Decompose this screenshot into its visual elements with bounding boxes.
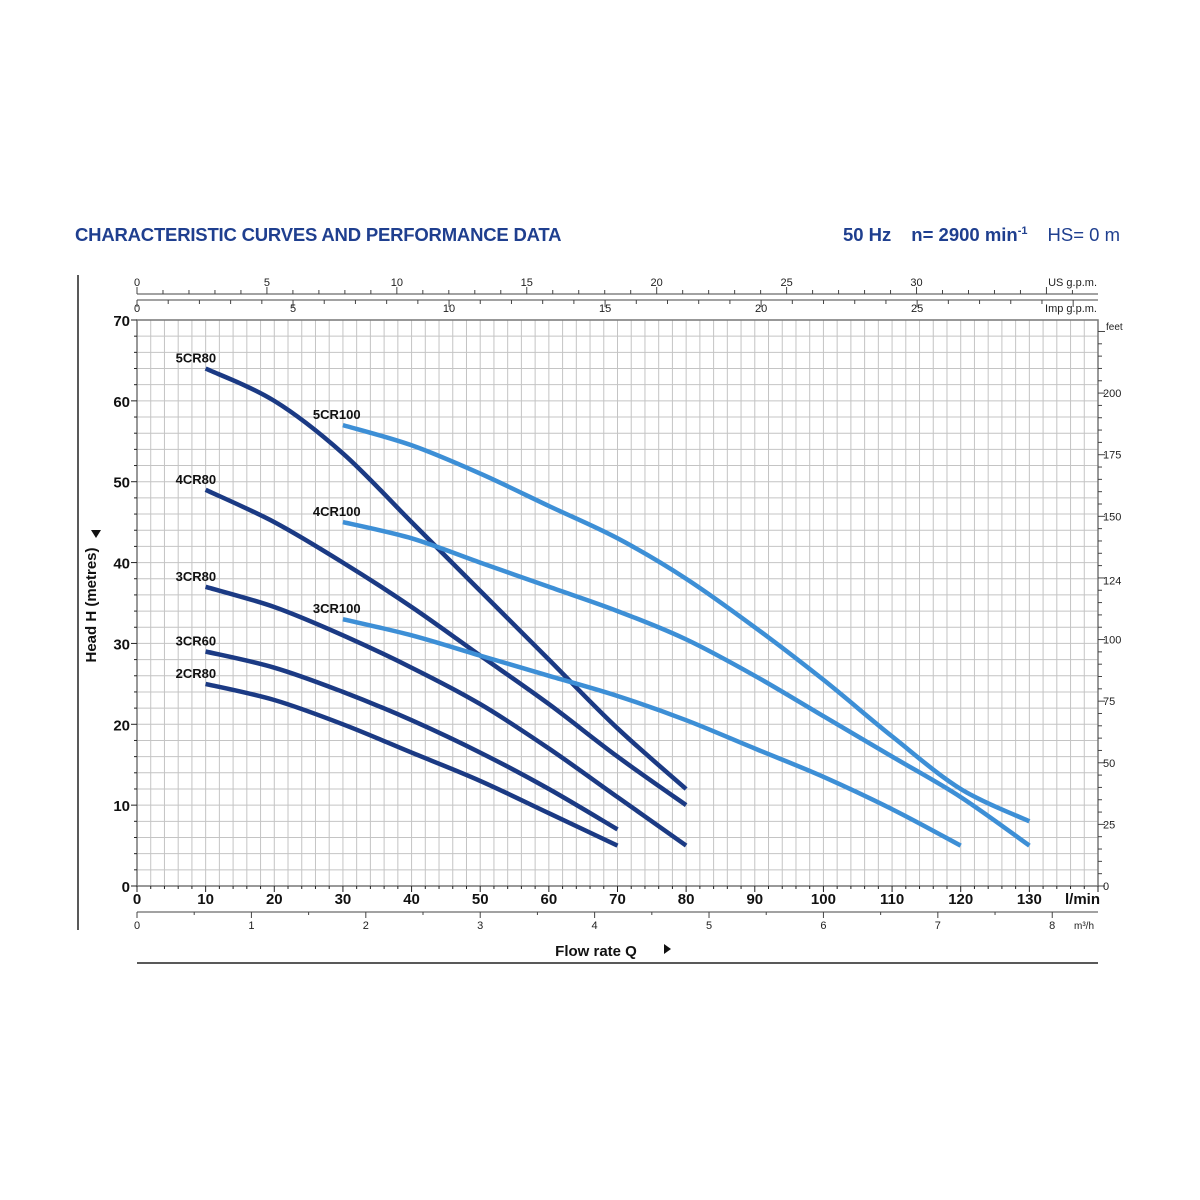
feet-tick-label: 200: [1103, 388, 1121, 400]
curve-4cr100: [342, 519, 1031, 848]
imp-gpm-tick-label: 10: [443, 303, 455, 315]
curve-5cr80: [204, 366, 688, 791]
x-tick-label: 120: [948, 891, 973, 908]
curve-4cr80: [204, 487, 688, 807]
operating-specs: 50 Hz n= 2900 min-1 HS= 0 m: [843, 224, 1120, 246]
feet-tick-label: 75: [1103, 696, 1115, 708]
y-tick-label: 10: [113, 798, 130, 815]
m3h-tick-label: 6: [820, 920, 826, 932]
x-tick-label: 130: [1017, 891, 1042, 908]
feet-tick-label: 124: [1103, 575, 1121, 587]
curve-label-5cr80: 5CR80: [176, 351, 216, 366]
us-gpm-tick-label: 10: [391, 277, 403, 289]
curve-label-4cr80: 4CR80: [176, 472, 216, 487]
us-gpm-tick-label: 15: [521, 277, 533, 289]
y-tick-label: 30: [113, 636, 130, 653]
x-tick-label: 100: [811, 891, 836, 908]
chart-title: CHARACTERISTIC CURVES AND PERFORMANCE DA…: [75, 224, 562, 245]
y-axis-title: Head H (metres): [83, 547, 100, 662]
y-tick-label: 20: [113, 717, 130, 734]
feet-unit-label: feet: [1106, 322, 1123, 333]
m3h-tick-label: 8: [1049, 920, 1055, 932]
curve-5cr100: [342, 422, 1031, 824]
m3h-tick-label: 2: [363, 920, 369, 932]
series-labels-group: 5CR80 4CR80 3CR80 3CR60 2CR80 5CR100 4CR100 3CR…: [176, 351, 361, 681]
feet-tick-label: 25: [1103, 819, 1115, 831]
chart-header: CHARACTERISTIC CURVES AND PERFORMANCE DA…: [75, 224, 1120, 254]
curve-label-4cr100: 4CR100: [313, 504, 361, 519]
x-tick-label: 110: [880, 891, 904, 908]
x-tick-label: 60: [541, 891, 558, 908]
feet-tick-label: 175: [1103, 450, 1121, 462]
y-axis-arrow-icon: [91, 530, 101, 538]
y-tick-label: 40: [113, 556, 130, 573]
speed-exponent: -1: [1017, 224, 1028, 237]
m3h-unit-label: m³/h: [1074, 921, 1094, 932]
curve-3cr60: [205, 649, 619, 832]
m3h-tick-label: 4: [592, 920, 598, 932]
curve-label-2cr80: 2CR80: [176, 666, 216, 681]
suction-head-label: HS= 0 m: [1047, 224, 1120, 245]
x-axis-arrow-icon: [664, 944, 671, 954]
x-tick-label: 70: [609, 891, 626, 908]
m3h-tick-label: 5: [706, 920, 712, 932]
curve-3cr100: [342, 617, 962, 848]
curve-label-5cr100: 5CR100: [313, 407, 361, 422]
x-tick-label: 90: [746, 891, 763, 908]
x-tick-label: 30: [335, 891, 352, 908]
x-tick-label: 0: [133, 891, 141, 908]
us-gpm-unit-label: US g.p.m.: [1048, 277, 1097, 289]
feet-tick-label: 50: [1103, 758, 1115, 770]
feet-tick-label: 0: [1103, 881, 1109, 893]
curve-3cr80: [204, 584, 688, 848]
series-group: [204, 366, 1031, 848]
imp-gpm-tick-label: 25: [911, 303, 923, 315]
y-tick-label: 0: [122, 879, 130, 896]
us-gpm-tick-label: 0: [134, 277, 140, 289]
curve-2cr80: [205, 681, 619, 848]
x-tick-label: 80: [678, 891, 695, 908]
y-tick-label: 60: [113, 394, 130, 411]
m3h-tick-label: 3: [477, 920, 483, 932]
feet-tick-label: 150: [1103, 511, 1121, 523]
x-tick-label: 20: [266, 891, 283, 908]
m3h-tick-label: 7: [935, 920, 941, 932]
imp-gpm-tick-label: 15: [599, 303, 611, 315]
x-axis-title: Flow rate Q: [555, 943, 637, 960]
imp-gpm-tick-label: 5: [290, 303, 296, 315]
x-unit-label: l/min: [1065, 891, 1100, 908]
us-gpm-tick-label: 30: [910, 277, 922, 289]
y-tick-label: 50: [113, 475, 130, 492]
m3h-tick-label: 1: [248, 920, 254, 932]
curve-label-3cr60: 3CR60: [176, 634, 216, 649]
x-tick-label: 40: [403, 891, 420, 908]
x-tick-label: 50: [472, 891, 489, 908]
imp-gpm-tick-label: 20: [755, 303, 767, 315]
speed-label: n= 2900 min-1: [911, 224, 1027, 245]
x-tick-label: 10: [197, 891, 214, 908]
curve-label-3cr100: 3CR100: [313, 601, 361, 616]
us-gpm-tick-label: 25: [780, 277, 792, 289]
curve-label-3cr80: 3CR80: [176, 569, 216, 584]
imp-gpm-tick-label: 0: [134, 303, 140, 315]
m3h-tick-label: 0: [134, 920, 140, 932]
imp-gpm-unit-label: Imp g.p.m.: [1045, 303, 1097, 315]
feet-tick-label: 100: [1103, 635, 1121, 647]
frequency-label: 50 Hz: [842, 224, 892, 245]
us-gpm-tick-label: 20: [651, 277, 663, 289]
speed-text: n= 2900 min: [911, 224, 1018, 245]
us-gpm-tick-label: 5: [264, 277, 270, 289]
y-tick-label: 70: [113, 313, 130, 330]
